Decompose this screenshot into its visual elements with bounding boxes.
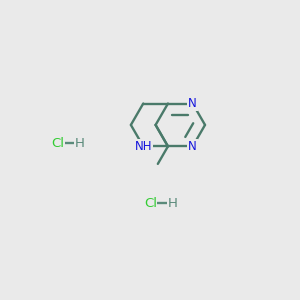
Text: N: N xyxy=(188,140,197,153)
Text: H: H xyxy=(167,197,177,210)
Text: Cl: Cl xyxy=(51,137,64,150)
Text: N: N xyxy=(188,97,197,110)
Text: H: H xyxy=(75,137,85,150)
Text: NH: NH xyxy=(134,140,152,153)
Text: Cl: Cl xyxy=(144,197,157,210)
